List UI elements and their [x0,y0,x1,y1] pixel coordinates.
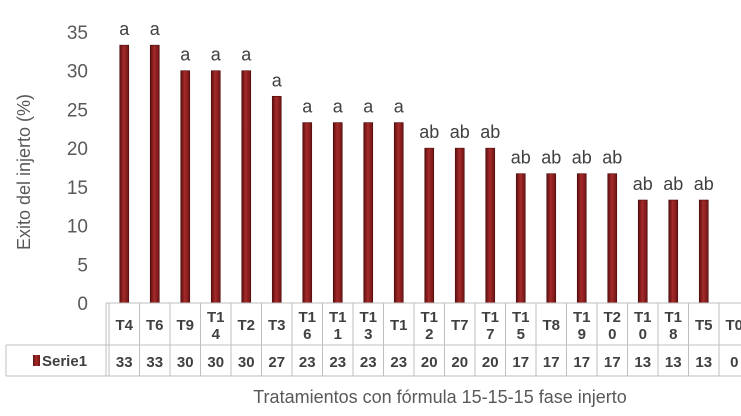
significance-letter: a [394,97,405,117]
table-value: 23 [299,354,316,371]
category-label: T2 [237,317,255,334]
legend-swatch [33,355,40,366]
y-tick-label: 15 [67,178,88,199]
bar [241,70,252,304]
bar [119,44,130,304]
table-value: 30 [207,354,224,371]
bar [637,199,648,304]
category-label: T1 9 [573,309,591,343]
bar [302,122,313,304]
y-tick-label: 5 [77,255,88,276]
significance-letter: a [302,97,313,117]
significance-letter: a [272,70,283,90]
category-label: T1 5 [512,309,530,343]
table-value: 20 [451,354,468,371]
table-value: 23 [390,354,407,371]
category-label: T8 [542,317,560,334]
bar [424,147,435,304]
legend-series-name: Serie1 [42,353,87,370]
bar [271,95,282,304]
y-axis: 0 5 10 15 20 25 30 35 [67,23,88,315]
significance-letter: ab [450,122,470,142]
bars [119,44,709,304]
significance-letter: a [333,97,344,117]
category-label: T0 [725,317,741,334]
table-value: 33 [116,354,133,371]
table-value: 17 [543,354,560,371]
y-tick-label: 25 [67,100,88,121]
bar [485,147,496,304]
significance-letter: ab [663,174,683,194]
significance-letter: ab [602,148,622,168]
table-value: 27 [268,354,285,371]
bar [546,173,557,304]
significance-letter: ab [541,148,561,168]
bar [576,173,587,304]
bar [515,173,526,304]
y-tick-label: 0 [77,294,88,315]
significance-letter: a [180,45,191,65]
category-label: T3 [268,317,286,334]
y-tick-label: 10 [67,217,88,238]
y-tick-label: 30 [67,62,88,83]
table-value: 17 [604,354,621,371]
significance-letter: ab [419,122,439,142]
y-tick-label: 35 [67,23,88,44]
bar [363,122,374,304]
significance-letter: ab [572,148,592,168]
table-value: 13 [695,354,712,371]
significance-letter: a [150,19,161,39]
category-label: T1 6 [298,309,316,343]
category-label: T1 0 [634,309,652,343]
bar [149,44,160,304]
significance-letter: ab [480,122,500,142]
table-value: 20 [482,354,499,371]
y-axis-label: Exito del injerto (%) [14,94,34,250]
category-label: T1 2 [420,309,438,343]
table-value: 17 [512,354,529,371]
data-table: T4 33 T6 33 T9 30 T1 4 30 T2 30 T3 27 T1 6 23 T1 1 23 T1 3 23… [5,302,741,377]
table-value: 33 [146,354,163,371]
category-label: T1 4 [207,309,225,343]
significance-letter: a [211,45,222,65]
table-value: 23 [329,354,346,371]
table-value: 13 [665,354,682,371]
table-value: 30 [177,354,194,371]
x-axis-label: Tratamientos con fórmula 15-15-15 fase i… [253,387,627,407]
table-value: 30 [238,354,255,371]
significance-letter: ab [633,174,653,194]
y-tick-label: 20 [67,139,88,160]
significance-letter: a [241,45,252,65]
category-label: T1 3 [359,309,377,343]
table-value: 23 [360,354,377,371]
bar [454,147,465,304]
bar [607,173,618,304]
bar [332,122,343,304]
category-label: T1 1 [329,309,347,343]
category-label: T4 [115,317,133,334]
significance-letter: ab [511,148,531,168]
bar [668,199,679,304]
bar [210,70,221,304]
bar [393,122,404,304]
category-label: T9 [176,317,194,334]
table-value: 17 [573,354,590,371]
table-value: 13 [634,354,651,371]
table-value: 20 [421,354,438,371]
table-value: 0 [730,354,738,371]
significance-letter: a [363,97,374,117]
bar [698,199,709,304]
significance-letter: ab [694,174,714,194]
category-label: T5 [695,317,713,334]
category-label: T7 [451,317,469,334]
category-label: T6 [146,317,164,334]
category-label: T1 8 [664,309,682,343]
category-label: T1 [390,317,408,334]
significance-letter: a [119,19,130,39]
bar [180,70,191,304]
category-label: T2 0 [603,309,621,343]
category-label: T1 7 [481,309,499,343]
